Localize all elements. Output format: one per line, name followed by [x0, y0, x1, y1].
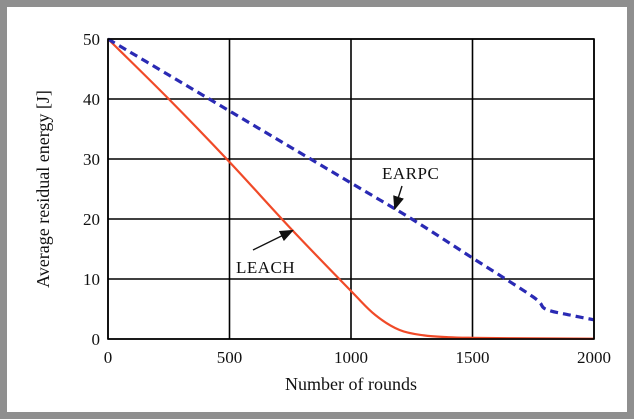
plot-area-border [107, 38, 595, 340]
y-tick-label: 30 [83, 150, 100, 169]
x-tick-label: 500 [217, 348, 243, 367]
x-tick-label: 2000 [577, 348, 611, 367]
y-axis-title: Average residual energy [J] [33, 90, 53, 288]
y-tick-label: 40 [83, 90, 100, 109]
series-group [107, 37, 595, 340]
annotation-arrow [393, 185, 404, 211]
y-tick-label: 50 [83, 30, 100, 49]
y-tick-label: 0 [92, 330, 101, 349]
annotations: LEACH EARPC [236, 164, 439, 277]
y-tick-label: 20 [83, 210, 100, 229]
series-line-leach [107, 38, 595, 340]
plot-border [107, 38, 595, 340]
annotation-arrow [252, 229, 294, 251]
x-tick-label: 1500 [456, 348, 490, 367]
x-axis-title: Number of rounds [285, 374, 417, 394]
annotation-label: EARPC [382, 164, 439, 183]
x-tick-label: 0 [104, 348, 113, 367]
annotation-label: LEACH [236, 258, 295, 277]
y-tick-label: 10 [83, 270, 100, 289]
x-tick-label: 1000 [334, 348, 368, 367]
tick-labels: 0 500 1000 1500 2000 0 10 20 30 40 50 [83, 30, 611, 367]
